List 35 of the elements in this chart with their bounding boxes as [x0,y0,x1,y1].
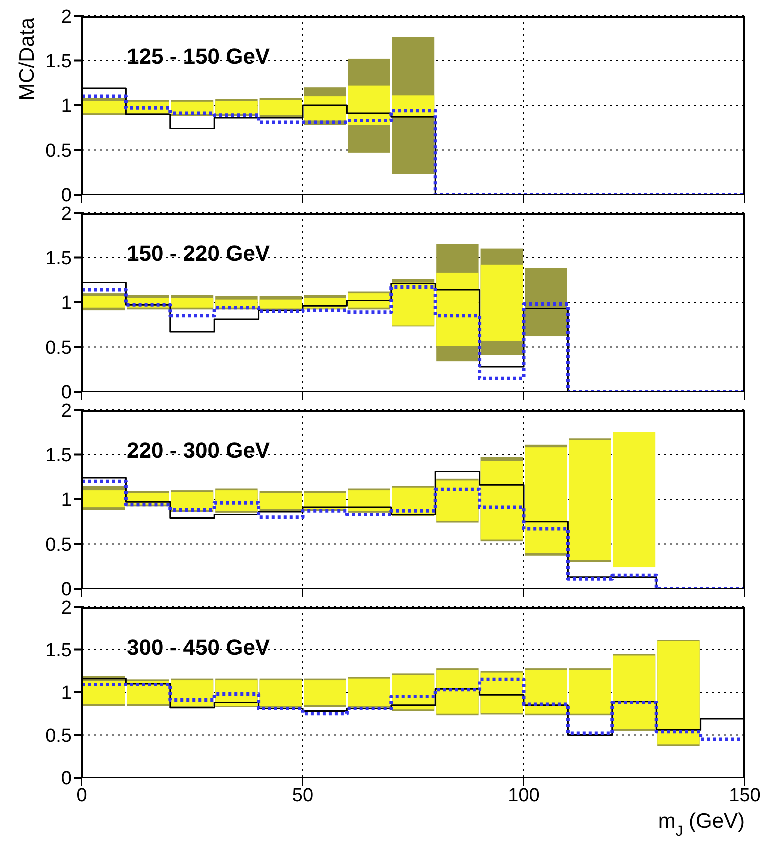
x-tick-label: 50 [292,785,314,806]
y-tick-label: 1.5 [46,51,72,72]
y-tick-label: 0.5 [46,726,72,747]
bar [83,490,126,508]
y-tick-label: 1.5 [46,445,72,466]
bar [480,264,523,341]
bar [304,96,346,121]
x-tick-label: 0 [76,785,88,806]
y-tick-label: 1.5 [46,640,72,662]
bar [525,268,568,337]
bar [83,296,126,308]
bar [83,681,126,704]
y-tick-label: 1 [61,293,72,314]
annotation: 150 - 220 GeV [127,241,270,267]
bar [171,298,214,308]
bar [613,432,656,568]
annotation: 125 - 150 GeV [127,44,270,70]
bar [348,86,390,126]
y-tick-label: 1 [61,96,72,118]
x-tick-label: 100 [508,785,540,806]
x-tick-label: 150 [729,785,761,806]
y-tick-label: 1 [61,490,72,512]
annotation: 220 - 300 GeV [127,438,270,464]
y-tick-label: 1.5 [46,248,72,270]
y-axis-title: MC/Data [16,18,39,101]
x-axis-title: m$_{J}$ (GeV) [658,810,745,840]
bar [260,300,302,309]
y-tick-label: 0.5 [46,534,72,556]
bar [83,101,126,114]
y-tick-label: 0 [61,768,72,790]
y-tick-label: 0.5 [46,338,72,359]
bar [436,272,479,346]
y-tick-label: 2 [61,6,72,28]
y-tick-label: 0.5 [46,140,72,162]
y-tick-label: 1 [61,683,72,704]
